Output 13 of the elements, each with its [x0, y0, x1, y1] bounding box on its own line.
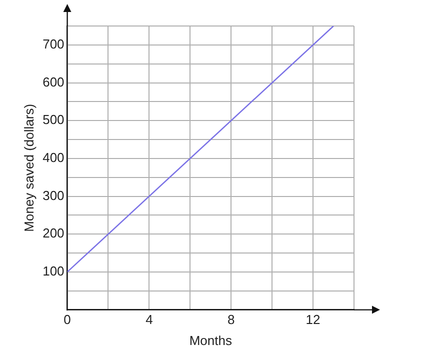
y-tick-label: 100	[42, 264, 64, 279]
y-tick-label: 600	[42, 74, 64, 90]
x-axis-title: Months	[189, 332, 232, 348]
x-tick-label: 0	[64, 312, 71, 328]
y-tick-label: 300	[42, 188, 64, 203]
y-tick-label: 200	[42, 226, 64, 241]
y-tick-label: 700	[42, 36, 64, 52]
x-tick-label: 8	[228, 312, 235, 328]
y-axis-title: Money saved (dollars)	[21, 104, 36, 232]
x-tick-label: 4	[146, 312, 153, 328]
x-tick-label: 12	[306, 312, 320, 328]
y-tick-label: 500	[42, 112, 64, 128]
y-tick-label: 400	[42, 150, 64, 166]
